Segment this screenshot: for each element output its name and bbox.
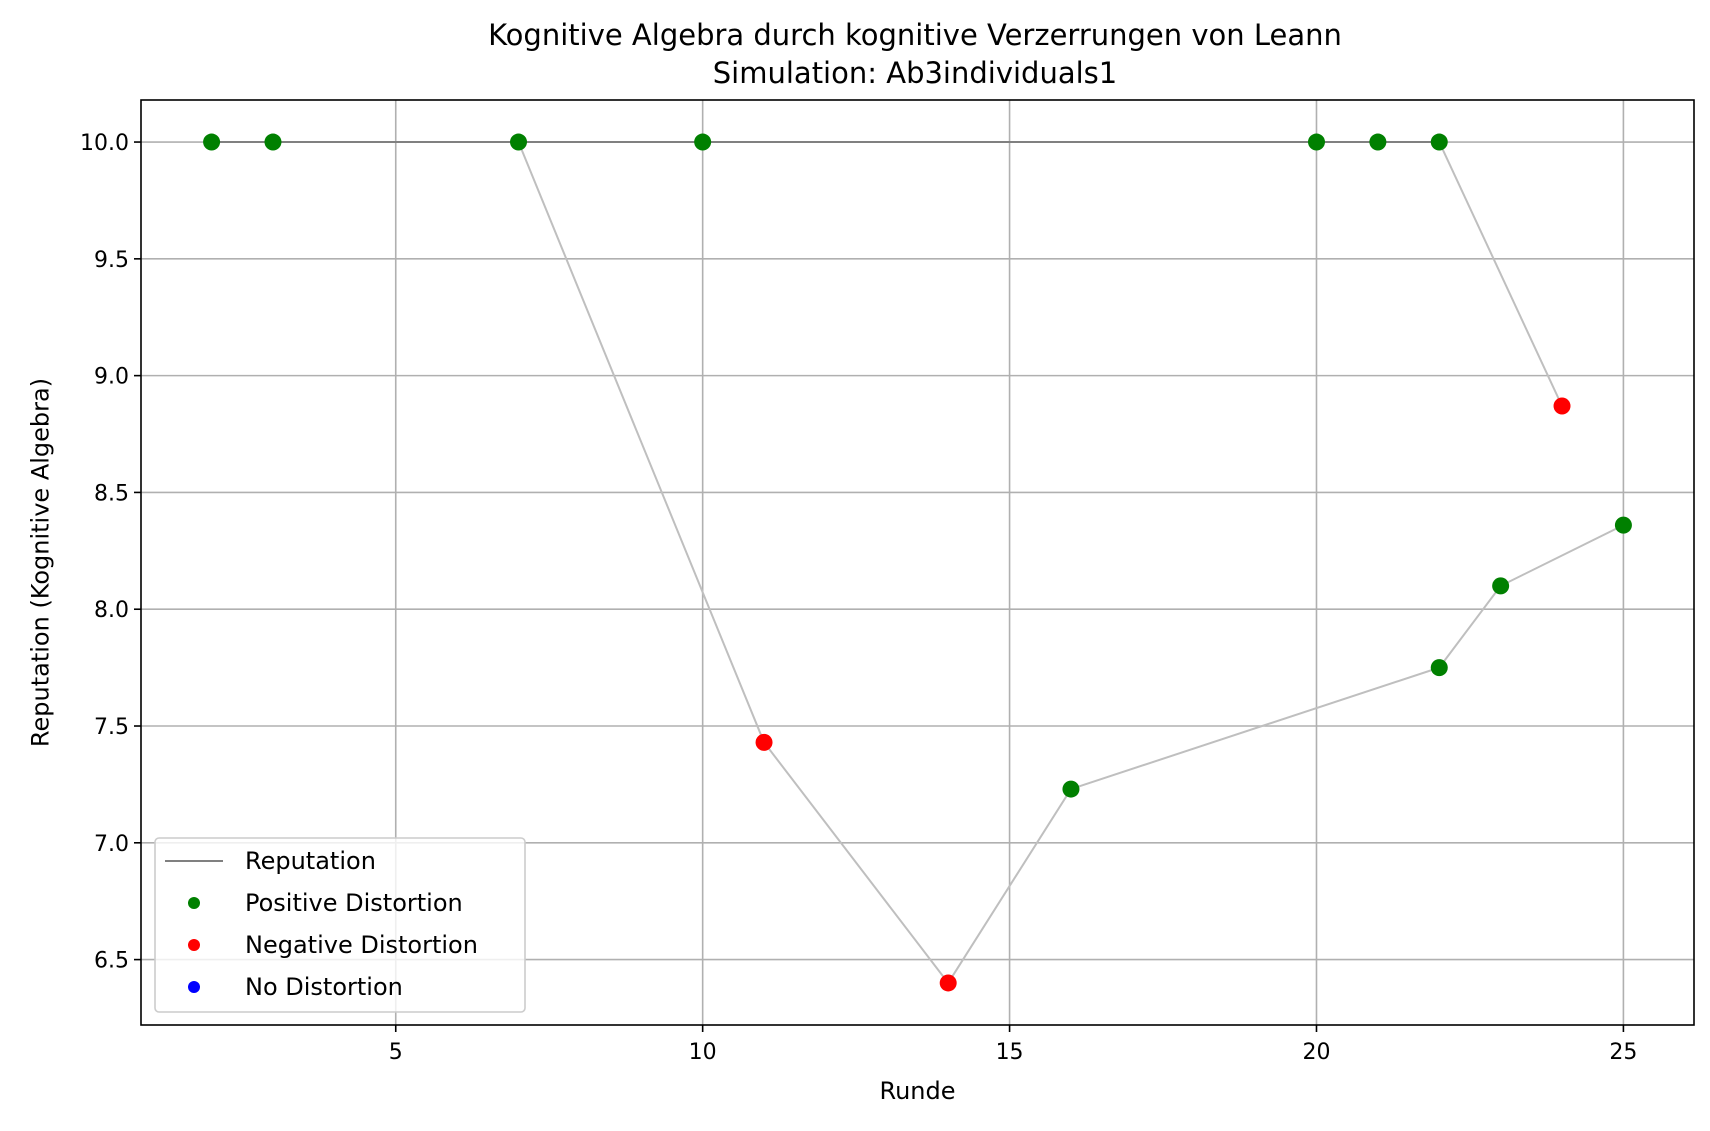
x-tick-label: 10 xyxy=(689,1040,717,1065)
legend: Reputation Positive Distortion Negative Di… xyxy=(154,837,526,1013)
positive-distortion-point xyxy=(694,133,712,151)
chart-title: Kognitive Algebra durch kognitive Verzer… xyxy=(488,18,1342,52)
negative-distortion-point xyxy=(1553,397,1571,415)
x-tick-label: 20 xyxy=(1302,1040,1330,1065)
negative-distortion-point xyxy=(939,974,957,992)
y-tick-label: 10.0 xyxy=(80,131,129,156)
positive-distortion-point xyxy=(1369,133,1387,151)
positive-distortion-point xyxy=(1062,780,1080,798)
positive-distortion-point xyxy=(1430,659,1448,677)
x-tick-label: 25 xyxy=(1609,1040,1637,1065)
positive-distortion-point xyxy=(1430,133,1448,151)
positive-distortion-point xyxy=(510,133,528,151)
y-axis-label: Reputation (Kognitive Algebra) xyxy=(26,378,54,747)
y-tick-label: 6.5 xyxy=(94,949,129,974)
legend-label-no-distortion: No Distortion xyxy=(245,973,403,1001)
negative-distortion-point xyxy=(755,733,773,751)
positive-distortion-point xyxy=(203,133,221,151)
x-tick-label: 5 xyxy=(389,1040,403,1065)
y-tick-label: 9.5 xyxy=(94,248,129,273)
legend-swatch-no-distortion xyxy=(188,981,200,993)
legend-swatch-positive-distortion xyxy=(188,897,200,909)
legend-label-positive-distortion: Positive Distortion xyxy=(245,889,463,917)
legend-label-negative-distortion: Negative Distortion xyxy=(245,931,478,959)
y-tick-label: 9.0 xyxy=(94,365,129,390)
positive-distortion-point xyxy=(1307,133,1325,151)
y-tick-label: 8.0 xyxy=(94,598,129,623)
legend-swatch-negative-distortion xyxy=(188,939,200,951)
positive-distortion-point xyxy=(264,133,282,151)
positive-distortion-point xyxy=(1614,516,1632,534)
chart-subtitle: Simulation: Ab3individuals1 xyxy=(713,56,1117,90)
plot-frame xyxy=(140,99,1695,1026)
legend-label-reputation: Reputation xyxy=(245,847,376,875)
x-tick-label: 15 xyxy=(996,1040,1024,1065)
positive-distortion-point xyxy=(1492,577,1510,595)
connector-line xyxy=(1438,141,1563,407)
distortion-markers xyxy=(203,133,1632,992)
connector-line xyxy=(517,141,1624,985)
y-tick-label: 8.5 xyxy=(94,481,129,506)
x-axis-label: Runde xyxy=(879,1077,955,1105)
legend-box xyxy=(154,837,526,1013)
y-tick-label: 7.5 xyxy=(94,715,129,740)
axis-ticks: 5 10 15 20 25 6.5 7.0 7.5 8.0 8.5 9.0 9.5 10.0 xyxy=(80,131,1637,1065)
connector-lines xyxy=(517,141,1624,985)
y-tick-label: 7.0 xyxy=(94,832,129,857)
